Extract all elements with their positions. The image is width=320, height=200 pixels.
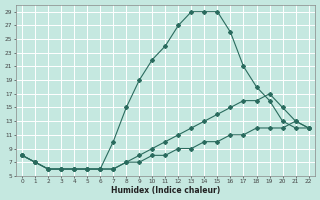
X-axis label: Humidex (Indice chaleur): Humidex (Indice chaleur): [111, 186, 220, 195]
